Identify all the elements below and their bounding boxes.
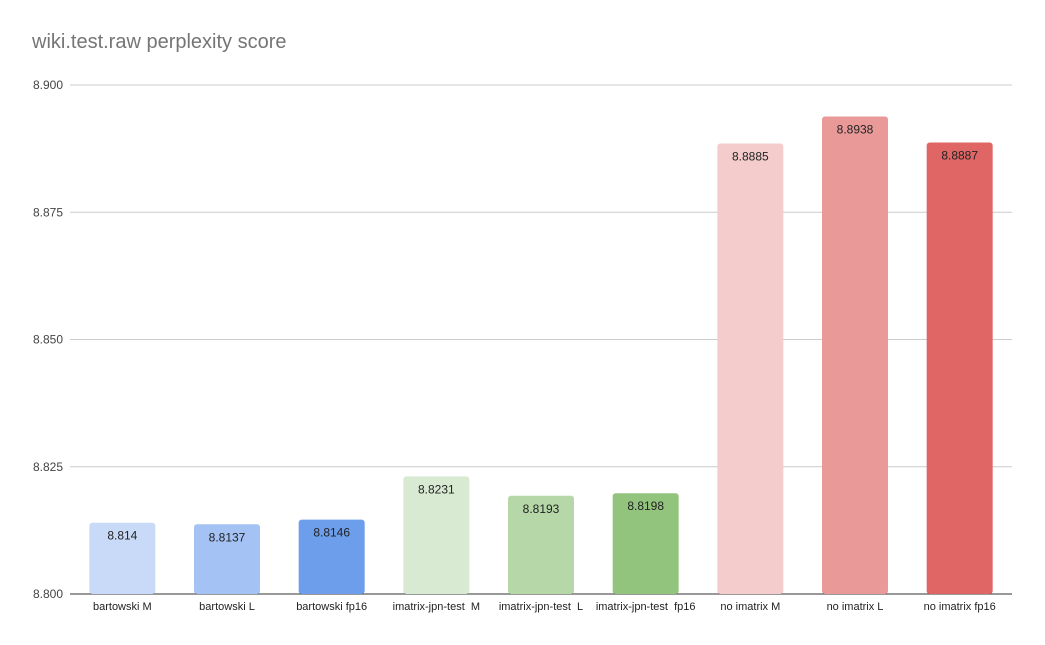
x-category-label: bartowski M	[93, 601, 152, 613]
x-category-label: imatrix-jpn-test fp16	[596, 601, 696, 613]
data-label: 8.8885	[732, 150, 769, 164]
x-category-label: imatrix-jpn-test L	[499, 601, 583, 613]
bar	[403, 476, 470, 594]
x-category-label: no imatrix L	[827, 601, 884, 613]
bar	[298, 519, 365, 594]
data-label: 8.8146	[313, 526, 350, 540]
y-tick-label: 8.875	[33, 205, 63, 219]
x-category-label: no imatrix fp16	[924, 601, 996, 613]
y-tick-label: 8.800	[33, 587, 63, 601]
data-label: 8.8193	[523, 502, 560, 516]
data-label: 8.8887	[941, 149, 978, 163]
bar	[926, 142, 993, 594]
bar	[508, 495, 574, 594]
y-tick-label: 8.850	[33, 333, 63, 347]
x-category-label: no imatrix M	[720, 601, 780, 613]
bar	[194, 524, 260, 594]
data-label: 8.8231	[418, 482, 455, 496]
y-tick-label: 8.825	[33, 460, 63, 474]
bar	[717, 143, 784, 594]
x-category-label: bartowski L	[199, 601, 255, 613]
bar	[612, 493, 679, 594]
data-label: 8.814	[107, 529, 137, 543]
bar	[822, 116, 888, 595]
x-category-label: bartowski fp16	[296, 601, 367, 613]
data-label: 8.8938	[837, 123, 874, 137]
x-category-label: imatrix-jpn-test M	[393, 601, 480, 613]
chart-title: wiki.test.raw perplexity score	[32, 31, 287, 53]
y-tick-label: 8.900	[33, 78, 63, 92]
bar	[89, 522, 156, 594]
data-label: 8.8198	[627, 499, 664, 513]
data-label: 8.8137	[209, 530, 246, 544]
